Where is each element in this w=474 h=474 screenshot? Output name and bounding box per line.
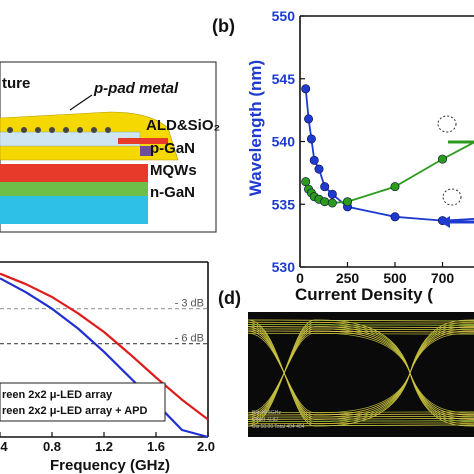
- panel-b-xtick-label: 0: [296, 270, 304, 286]
- panel-c-xlabel: Frequency (GHz): [50, 457, 170, 474]
- p-gan-layer: [0, 164, 148, 182]
- panel-b-point: [327, 189, 337, 199]
- panel-c-xtick-label: 4: [0, 439, 8, 454]
- eye-trace: [247, 415, 474, 418]
- panel-c-ref-label: - 3 dB: [175, 298, 204, 310]
- panel-c-series-line-1: [0, 272, 209, 421]
- panel-c-xtick-label: 0.8: [43, 439, 61, 454]
- panel-b-point: [320, 197, 330, 207]
- panel-b-blue-highlight: [442, 188, 462, 206]
- scope-line-1: Ext: Hi 5GHz: [252, 410, 281, 416]
- panel-b-blue-arrowhead: [440, 216, 450, 228]
- panel-b-point: [301, 177, 311, 187]
- eye-trace: [247, 332, 474, 335]
- panel-a-schematic: ture p-pad metal ALD&SiO₂ p-GaN MQWs n-G…: [0, 61, 220, 233]
- panel-b-point: [314, 164, 324, 174]
- panel-b-point: [342, 197, 352, 207]
- panel-c-ref-label: - 6 dB: [175, 333, 204, 345]
- panel-b-ytick-label: 540: [272, 134, 296, 150]
- eye-trace: [247, 424, 474, 427]
- panel-b-xtick-label: 250: [336, 270, 360, 286]
- legend-entry-2: reen 2x2 μ-LED array + APD: [2, 405, 147, 417]
- panel-b-ytick-label: 530: [272, 259, 296, 275]
- panel-b-label: (b): [212, 16, 235, 36]
- panel-b-ytick-label: 550: [272, 8, 296, 24]
- eye-trace: [247, 422, 474, 425]
- eye-trace: [247, 413, 474, 416]
- n-gan-layer: [0, 196, 148, 224]
- eye-trace: [247, 328, 474, 418]
- panel-b-point: [309, 155, 319, 165]
- panel-b-green-highlight: [437, 115, 457, 133]
- panel-d-eye-diagram: (d) Ext: Hi 5GHz Offset -0.82 Uis 50.00 …: [218, 288, 474, 437]
- eye-trace: [247, 418, 474, 420]
- panel-b-ytick-label: 545: [272, 71, 296, 87]
- legend-entry-1: reen 2x2 μ-LED array: [2, 389, 113, 401]
- eye-trace: [247, 319, 474, 322]
- pgan-edge: [118, 138, 168, 144]
- ald-sio2-label: ALD&SiO₂: [146, 117, 220, 134]
- mqws-label: MQWs: [150, 162, 197, 179]
- mqw-layer: [0, 182, 148, 196]
- eye-trace: [247, 321, 474, 324]
- panel-c-xtick-label: 2.0: [197, 439, 215, 454]
- panel-b-xtick-label: 500: [383, 270, 407, 286]
- panel-a-title-fragment: ture: [2, 75, 30, 92]
- eye-trace: [247, 330, 474, 333]
- panel-b-point: [390, 212, 400, 222]
- eye-trace: [247, 324, 474, 326]
- p-pad-leader: [69, 94, 93, 111]
- panel-c-xtick-label: 1.6: [147, 439, 165, 454]
- eye-traces: [247, 319, 474, 427]
- panel-c-xtick-label: 1.2: [95, 439, 113, 454]
- scope-line-2: Offset -0.82: [252, 417, 278, 423]
- panel-b-point: [320, 182, 330, 192]
- eye-trace: [247, 326, 474, 328]
- panel-c-chart: Frequency (GHz) - 3 dB - 6 dB 4 0.8 1.2 1.6 2.…: [0, 261, 215, 474]
- eye-trace: [247, 328, 474, 418]
- n-gan-label: n-GaN: [150, 184, 195, 201]
- panel-d-label: (d): [218, 288, 241, 308]
- panel-b-point: [327, 198, 337, 208]
- panel-b-point: [437, 154, 447, 164]
- panel-b-xlabel: Current Density (: [295, 285, 433, 304]
- contact-block: [140, 146, 152, 156]
- panel-b-chart: (b) Wavelength (nm) Current Density ( 53…: [212, 8, 474, 304]
- panel-b-ytick-label: 535: [272, 196, 296, 212]
- eye-trace: [247, 328, 474, 331]
- panel-b-point: [390, 182, 400, 192]
- panel-c-series-line-2: [0, 277, 209, 439]
- p-pad-metal-label: p-pad metal: [93, 80, 179, 97]
- eye-trace: [247, 411, 474, 414]
- via-dots: [7, 127, 111, 133]
- panel-b-point: [301, 84, 311, 94]
- panel-b-point: [306, 134, 316, 144]
- eye-trace: [247, 420, 474, 422]
- panel-b-xtick-label: 700: [431, 270, 455, 286]
- panel-b-ylabel: Wavelength (nm): [246, 60, 265, 196]
- p-gan-label: p-GaN: [150, 140, 195, 157]
- scope-line-3: Uis 50.00 Total 404 404: [252, 424, 305, 430]
- panel-b-point: [304, 114, 314, 124]
- panel-c-legend: [0, 382, 166, 422]
